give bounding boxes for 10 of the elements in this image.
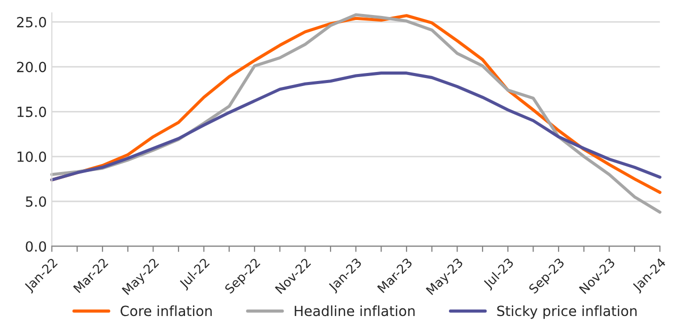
y-tick-label: 15.0 <box>18 106 46 118</box>
line-series <box>50 72 662 182</box>
legend-label: Core inflation <box>120 305 212 316</box>
y-tick-label: 5.0 <box>26 196 46 207</box>
y-tick-label: 10.0 <box>18 151 46 162</box>
y-tick-label: 25.0 <box>17 16 46 28</box>
y-tick-label: 20.0 <box>17 62 46 72</box>
legend-label: Headline inflation <box>294 305 415 316</box>
legend-label: Sticky price inflation <box>497 305 637 319</box>
y-tick-label: 0.0 <box>26 241 46 252</box>
